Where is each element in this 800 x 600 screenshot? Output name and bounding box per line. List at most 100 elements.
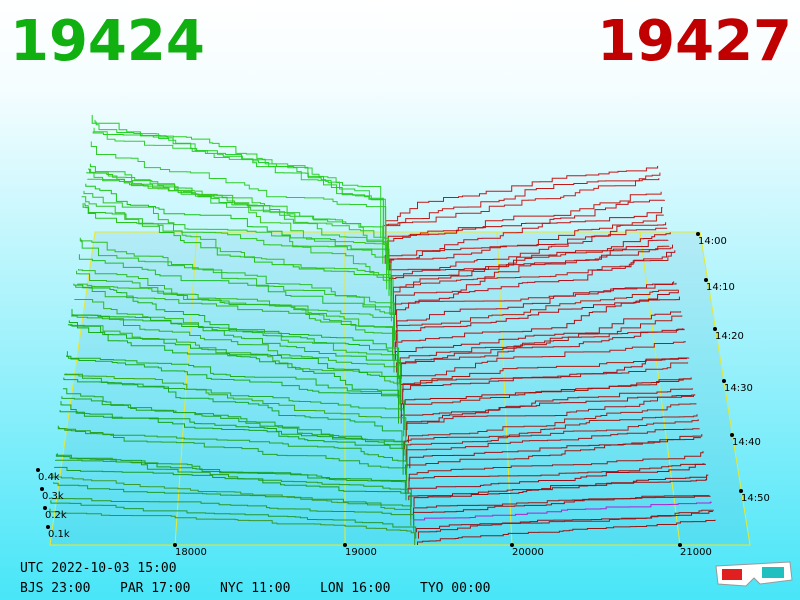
bid-curve (80, 239, 395, 328)
bid-curve (51, 497, 415, 533)
bid-price: 19424 (10, 9, 205, 74)
bid-curve (71, 315, 399, 399)
ask-curve (413, 501, 712, 526)
ask-curve (406, 419, 699, 456)
ask-curve (396, 250, 676, 328)
ask-curve (409, 437, 702, 469)
bid-curve (66, 355, 405, 430)
time-label: 14:50 (741, 493, 770, 504)
zone-time: TYO 00:00 (420, 581, 490, 596)
ask-curve (408, 463, 705, 488)
ask-curve (405, 434, 703, 475)
depth-tick (40, 487, 44, 491)
time-tick (722, 379, 726, 383)
ask-curve (400, 388, 693, 424)
zone-time: PAR 17:00 (120, 581, 190, 596)
price-label: 20000 (512, 547, 544, 558)
ask-curve (408, 451, 704, 482)
bid-curve (76, 270, 394, 360)
ask-curve (395, 289, 679, 347)
price-label: 21000 (680, 547, 712, 558)
time-label: 14:20 (715, 331, 744, 342)
bid-curve (78, 269, 394, 347)
bid-curve (59, 410, 404, 475)
glasses-icon (715, 561, 793, 587)
bid-curve (50, 500, 417, 539)
bid-curve (68, 320, 402, 411)
ask-curve (399, 341, 686, 386)
ask-curve (388, 227, 668, 284)
ask-curve (392, 252, 672, 309)
bid-curve (93, 127, 382, 239)
bid-curve (79, 237, 395, 335)
price-tick (173, 543, 177, 547)
ask-curve (408, 477, 708, 501)
bid-curve (55, 454, 407, 501)
ask-curve (416, 511, 714, 533)
bid-curve (85, 183, 390, 296)
time-label: 14:00 (698, 236, 727, 247)
ask-curve (418, 509, 714, 539)
price-tick (343, 543, 347, 547)
price-tick (678, 543, 682, 547)
bid-curve (83, 190, 392, 309)
ask-curve (408, 403, 697, 443)
time-label: 14:30 (724, 383, 753, 394)
bid-curve (88, 168, 390, 277)
bid-curve (77, 283, 393, 354)
ask-curve (388, 239, 669, 290)
time-tick (730, 433, 734, 437)
depth-tick (46, 525, 50, 529)
utc-time: UTC 2022-10-03 15:00 (20, 561, 177, 576)
time-label: 14:40 (732, 437, 761, 448)
bid-curve (49, 508, 416, 545)
bid-curve (81, 196, 392, 322)
depth-curves (49, 114, 716, 545)
time-tick (713, 327, 717, 331)
bid-curve (54, 466, 412, 514)
ask-curve (382, 178, 660, 239)
bid-curve (91, 114, 386, 252)
price-tick (510, 543, 514, 547)
bid-curve (89, 169, 388, 271)
time-label: 14:10 (706, 282, 735, 293)
price-label: 19000 (345, 547, 377, 558)
zone-time: BJS 23:00 (20, 581, 90, 596)
ask-curve (396, 289, 678, 341)
ask-curve (400, 328, 685, 379)
bid-curve (66, 351, 399, 424)
bid-curve (57, 425, 407, 488)
ask-curve (417, 519, 716, 545)
price-label: 18000 (175, 547, 207, 558)
bid-curve (63, 377, 403, 450)
ask-curve (390, 222, 667, 277)
bid-curve (53, 482, 412, 520)
depth-label: 0.2k (45, 510, 67, 521)
ask-curve (413, 474, 709, 507)
bid-curve (90, 141, 387, 258)
zone-time: LON 16:00 (320, 581, 390, 596)
ask-curve (405, 428, 700, 462)
ask-curve (399, 315, 683, 367)
ask-curve (389, 199, 665, 271)
bid-curve (73, 283, 400, 379)
ask-curve (400, 377, 692, 418)
bid-curve (52, 473, 412, 526)
bid-curve (61, 396, 404, 462)
ask-curve (405, 394, 696, 437)
bid-curve (82, 203, 394, 315)
bid-curve (78, 254, 395, 341)
bid-curve (75, 285, 399, 367)
ask-curve (393, 232, 671, 303)
ask-curve (404, 414, 698, 450)
time-tick (696, 232, 700, 236)
bid-curve (86, 172, 388, 290)
time-tick (739, 489, 743, 493)
bid-curve (72, 314, 398, 386)
ask-curve (394, 311, 682, 360)
bid-curve (62, 388, 405, 456)
time-tick (704, 278, 708, 282)
ask-curve (402, 357, 690, 405)
bid-curve (84, 202, 392, 303)
